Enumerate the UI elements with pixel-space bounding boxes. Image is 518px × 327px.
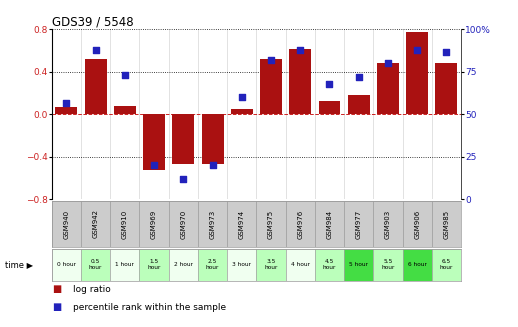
Point — [296, 47, 305, 52]
Text: 6.5
hour: 6.5 hour — [440, 259, 453, 270]
Text: GSM940: GSM940 — [63, 209, 69, 239]
Text: 1 hour: 1 hour — [116, 262, 134, 267]
Text: GSM985: GSM985 — [443, 209, 450, 239]
Bar — [260, 59, 282, 114]
Text: 3 hour: 3 hour — [232, 262, 251, 267]
Bar — [285, 201, 315, 247]
Text: 1.5
hour: 1.5 hour — [148, 259, 161, 270]
Text: GSM976: GSM976 — [297, 209, 303, 239]
Text: 0 hour: 0 hour — [57, 262, 76, 267]
Text: ■: ■ — [52, 284, 61, 294]
Text: 2.5
hour: 2.5 hour — [206, 259, 219, 270]
Point — [267, 58, 275, 63]
Point — [442, 49, 451, 54]
Text: GSM973: GSM973 — [210, 209, 215, 239]
Bar — [114, 106, 136, 114]
Text: 0.5
hour: 0.5 hour — [89, 259, 103, 270]
Bar — [110, 201, 139, 247]
Bar — [52, 201, 81, 247]
Text: GSM910: GSM910 — [122, 209, 128, 239]
Text: GSM903: GSM903 — [385, 209, 391, 239]
Point — [354, 75, 363, 80]
Bar — [319, 101, 340, 114]
Text: ■: ■ — [52, 302, 61, 312]
Bar — [81, 249, 110, 281]
Bar — [227, 249, 256, 281]
Bar — [256, 201, 285, 247]
Bar — [256, 249, 285, 281]
Text: GSM906: GSM906 — [414, 209, 420, 239]
Text: percentile rank within the sample: percentile rank within the sample — [73, 303, 226, 312]
Bar — [139, 201, 169, 247]
Bar — [289, 49, 311, 114]
Bar — [406, 32, 428, 114]
Bar — [198, 249, 227, 281]
Text: GDS39 / 5548: GDS39 / 5548 — [52, 15, 134, 28]
Point — [62, 100, 70, 105]
Point — [179, 177, 188, 182]
Text: 6 hour: 6 hour — [408, 262, 427, 267]
Bar — [172, 114, 194, 164]
Point — [325, 81, 334, 86]
Bar — [52, 249, 81, 281]
Text: 4 hour: 4 hour — [291, 262, 310, 267]
Bar — [402, 201, 432, 247]
Bar — [373, 201, 402, 247]
Bar — [143, 114, 165, 170]
Bar — [432, 201, 461, 247]
Bar — [373, 249, 402, 281]
Bar — [169, 201, 198, 247]
Point — [208, 163, 217, 168]
Text: 5.5
hour: 5.5 hour — [381, 259, 395, 270]
Bar — [348, 95, 370, 114]
Bar — [285, 249, 315, 281]
Bar — [55, 107, 77, 114]
Text: 5 hour: 5 hour — [349, 262, 368, 267]
Text: log ratio: log ratio — [73, 285, 110, 294]
Text: 4.5
hour: 4.5 hour — [323, 259, 336, 270]
Bar — [344, 249, 373, 281]
Text: GSM970: GSM970 — [180, 209, 186, 239]
Bar — [231, 109, 253, 114]
Bar — [169, 249, 198, 281]
Bar — [84, 59, 107, 114]
Bar — [202, 114, 224, 164]
Bar — [315, 249, 344, 281]
Point — [413, 47, 421, 52]
Text: GSM974: GSM974 — [239, 209, 245, 239]
Point — [92, 47, 100, 52]
Bar — [227, 201, 256, 247]
Text: GSM984: GSM984 — [326, 209, 333, 239]
Bar — [432, 249, 461, 281]
Bar — [198, 201, 227, 247]
Bar — [436, 63, 457, 114]
Text: GSM942: GSM942 — [93, 210, 98, 238]
Point — [238, 95, 246, 100]
Point — [384, 61, 392, 66]
Text: time ▶: time ▶ — [5, 260, 33, 269]
Bar — [315, 201, 344, 247]
Text: 2 hour: 2 hour — [174, 262, 193, 267]
Text: GSM975: GSM975 — [268, 209, 274, 239]
Bar — [344, 201, 373, 247]
Text: GSM969: GSM969 — [151, 209, 157, 239]
Text: 3.5
hour: 3.5 hour — [264, 259, 278, 270]
Bar — [81, 201, 110, 247]
Bar — [139, 249, 169, 281]
Bar — [377, 63, 399, 114]
Point — [121, 73, 129, 78]
Bar — [110, 249, 139, 281]
Text: GSM977: GSM977 — [356, 209, 362, 239]
Bar — [402, 249, 432, 281]
Point — [150, 163, 158, 168]
